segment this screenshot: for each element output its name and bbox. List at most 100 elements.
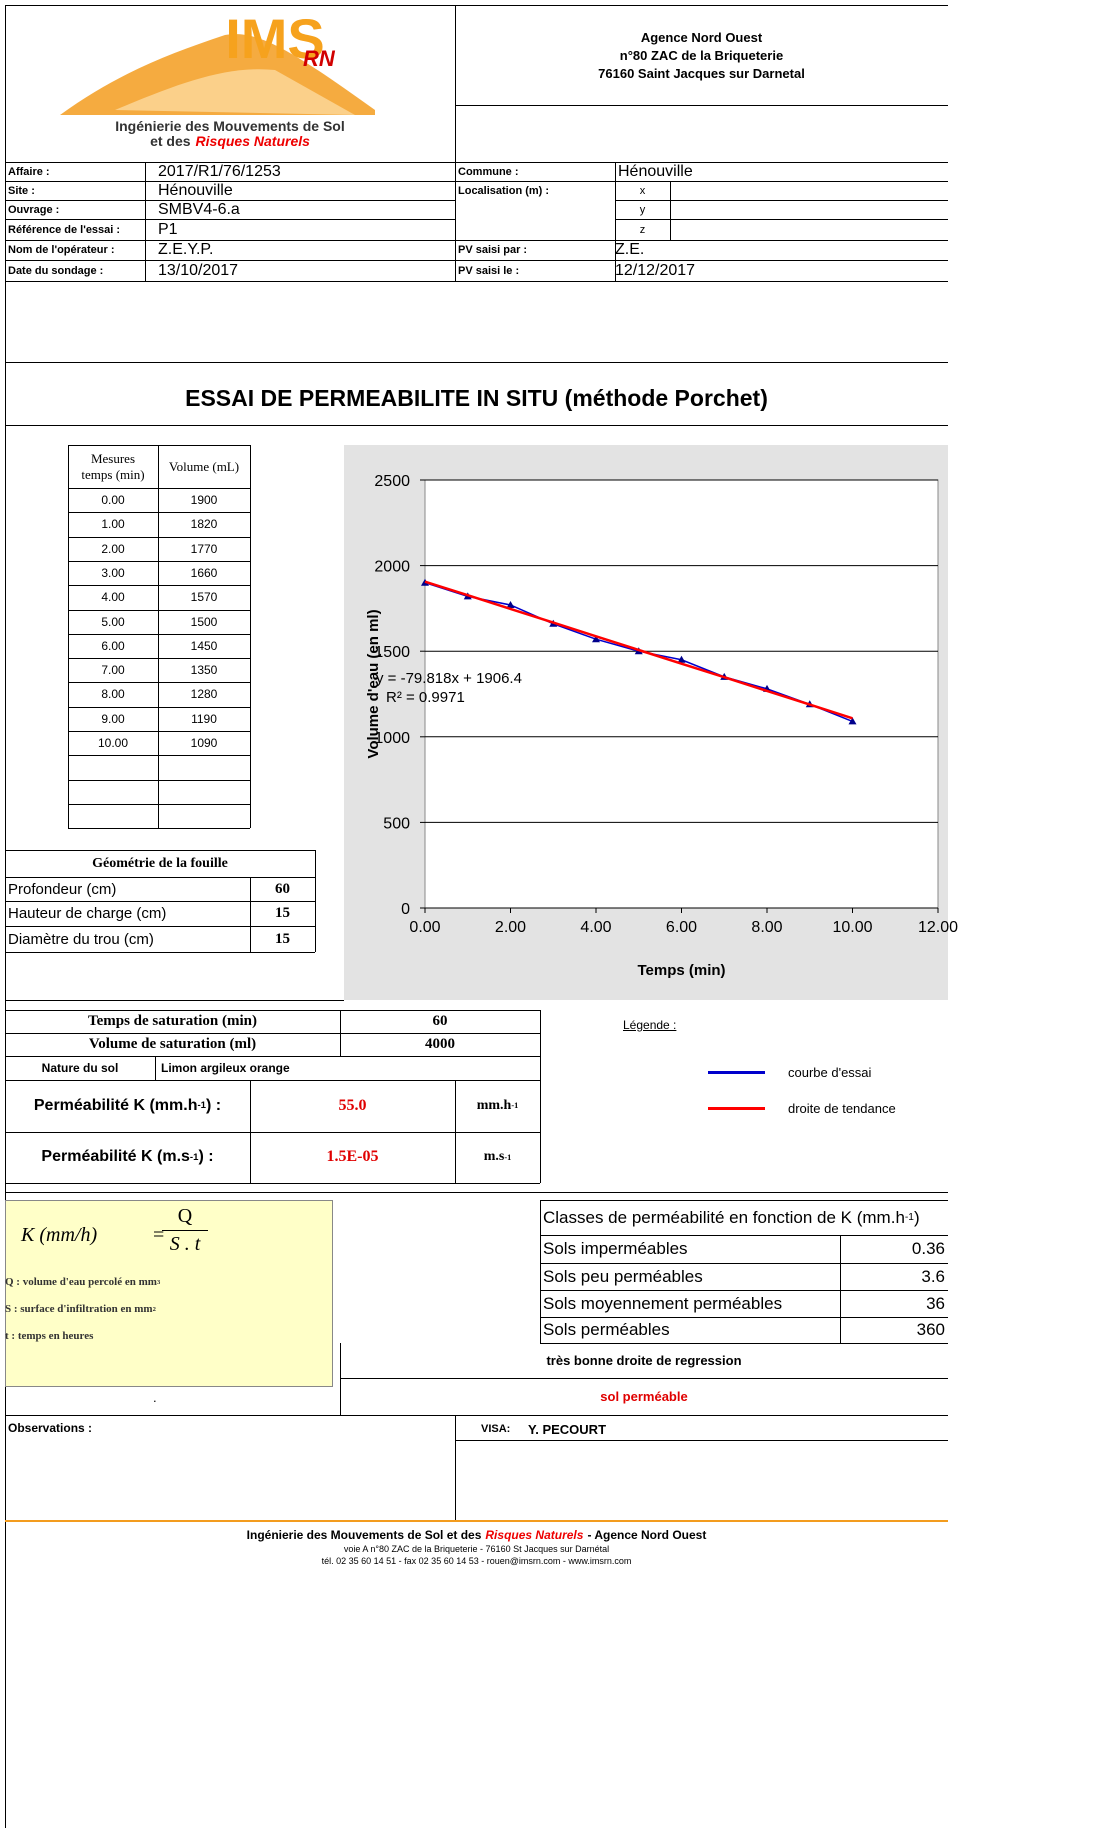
text-part: 3 bbox=[156, 1278, 161, 1286]
rule bbox=[5, 219, 455, 220]
rule bbox=[340, 1343, 341, 1415]
field-label: PV saisi par : bbox=[458, 244, 528, 256]
table-cell: 60 bbox=[432, 1013, 448, 1029]
formula-box bbox=[5, 1200, 333, 1387]
field-value: SMBV4-6.a bbox=[158, 200, 240, 218]
rule bbox=[540, 1235, 948, 1236]
table-header: Volume (mL) bbox=[168, 458, 240, 474]
perm-label: Perméabilité K (m.s -1) : bbox=[5, 1132, 250, 1183]
rule bbox=[840, 1235, 841, 1343]
dot: . bbox=[153, 1390, 157, 1405]
rule bbox=[540, 1010, 541, 1183]
annotation: R² = 0.9971 bbox=[386, 689, 465, 706]
text-part: - Agence Nord Ouest bbox=[587, 1528, 707, 1542]
table-cell: 0.00 bbox=[101, 493, 125, 507]
field-value: Z.E.Y.P. bbox=[158, 241, 214, 258]
field-label: Affaire : bbox=[8, 165, 50, 178]
legend-label: droite de tendance bbox=[788, 1100, 896, 1116]
text-part: Classes de perméabilité en fonction de K… bbox=[543, 1207, 905, 1227]
field-value: Z.E. bbox=[615, 241, 645, 258]
field-value: 12/12/2017 bbox=[615, 261, 696, 279]
table-cell: 8.00 bbox=[101, 687, 125, 702]
rule bbox=[5, 1000, 344, 1001]
text-part: -1 bbox=[504, 1152, 512, 1162]
series-line bbox=[424, 580, 853, 720]
observations-label: Observations : bbox=[8, 1421, 93, 1435]
formula-lhs: K (mm/h) bbox=[21, 1223, 98, 1246]
text-part: ) bbox=[913, 1207, 920, 1227]
table-cell: Sols perméables bbox=[543, 1320, 670, 1339]
data-point bbox=[677, 655, 686, 663]
rule bbox=[455, 281, 948, 282]
rule bbox=[68, 731, 250, 732]
coord-label: z bbox=[639, 223, 646, 236]
field-label: Localisation (m) : bbox=[458, 184, 550, 197]
text-part: Risques Naturels bbox=[485, 1528, 584, 1542]
table-cell: Sols peu perméables bbox=[543, 1266, 703, 1286]
table-cell: 1500 bbox=[190, 614, 218, 629]
rule bbox=[5, 260, 455, 261]
x-tick-label: 4.00 bbox=[580, 919, 611, 936]
table-cell: 1900 bbox=[190, 493, 218, 507]
table-cell: 10.00 bbox=[97, 736, 129, 750]
y-axis-label: Volume d'eau (en ml) bbox=[365, 609, 382, 758]
x-tick-label: 2.00 bbox=[495, 919, 526, 936]
table-cell: 36 bbox=[926, 1293, 945, 1313]
rule bbox=[615, 219, 948, 220]
address: 76160 Saint Jacques sur Darnetal bbox=[598, 65, 805, 81]
perm-value: 1.5E-05 bbox=[326, 1148, 379, 1165]
x-tick-label: 10.00 bbox=[832, 919, 872, 936]
table-cell: Nature du sol bbox=[41, 1061, 119, 1075]
rule bbox=[340, 1378, 948, 1379]
address: n°80 ZAC de la Briqueterie bbox=[619, 47, 784, 63]
table-cell: 1770 bbox=[190, 541, 218, 556]
rule bbox=[455, 260, 948, 261]
text-part: Risques Naturels bbox=[195, 133, 310, 149]
table-cell: Hauteur de charge (cm) bbox=[8, 905, 167, 922]
conclusion: très bonne droite de regression bbox=[546, 1353, 742, 1368]
rule bbox=[5, 1192, 948, 1193]
table-cell: 15 bbox=[275, 905, 290, 921]
table-cell: Temps de saturation (min) bbox=[87, 1013, 258, 1029]
title: ESSAI DE PERMEABILITE IN SITU (méthode P… bbox=[185, 384, 768, 411]
table-cell: Profondeur (cm) bbox=[8, 880, 117, 898]
rule bbox=[145, 162, 146, 281]
field-label: Site : bbox=[8, 184, 35, 197]
table-cell: 1350 bbox=[190, 663, 218, 678]
rule bbox=[68, 633, 250, 635]
rule bbox=[250, 445, 251, 829]
field-value: 2017/R1/76/1253 bbox=[158, 162, 281, 180]
rule bbox=[68, 828, 250, 830]
formula-note: t : temps en heures bbox=[5, 1324, 325, 1348]
rule bbox=[5, 162, 948, 163]
rule bbox=[158, 445, 159, 829]
field-label: Date du sondage : bbox=[8, 264, 104, 277]
x-tick-label: 6.00 bbox=[666, 919, 697, 936]
rule bbox=[5, 5, 948, 6]
table-cell: 1090 bbox=[190, 736, 218, 750]
rule bbox=[68, 658, 250, 660]
rule bbox=[68, 585, 250, 587]
classes-title: Classes de perméabilité en fonction de K… bbox=[540, 1200, 960, 1235]
y-tick-label: 0 bbox=[401, 901, 410, 918]
table-cell: 4.00 bbox=[101, 590, 125, 605]
x-axis-label: Temps (min) bbox=[637, 962, 725, 979]
perm-unit: mm.h -1 bbox=[455, 1080, 540, 1131]
logo-main: IMS bbox=[225, 8, 325, 68]
rule bbox=[5, 200, 455, 201]
rule bbox=[5, 240, 455, 241]
rule bbox=[5, 1080, 540, 1081]
rule bbox=[5, 281, 455, 282]
visa-label: VISA: bbox=[481, 1423, 511, 1435]
table-cell: 4000 bbox=[425, 1036, 455, 1052]
rule bbox=[708, 1071, 765, 1074]
table-cell: Limon argileux orange bbox=[161, 1061, 290, 1075]
coord-label: y bbox=[639, 203, 646, 216]
text-part: -1 bbox=[197, 1100, 207, 1111]
table-cell: Volume de saturation (ml) bbox=[88, 1036, 257, 1052]
x-tick-label: 8.00 bbox=[751, 919, 782, 936]
rule bbox=[670, 181, 671, 240]
rule bbox=[540, 1200, 948, 1201]
text-part: Q : volume d'eau percolé en mm bbox=[5, 1276, 157, 1288]
